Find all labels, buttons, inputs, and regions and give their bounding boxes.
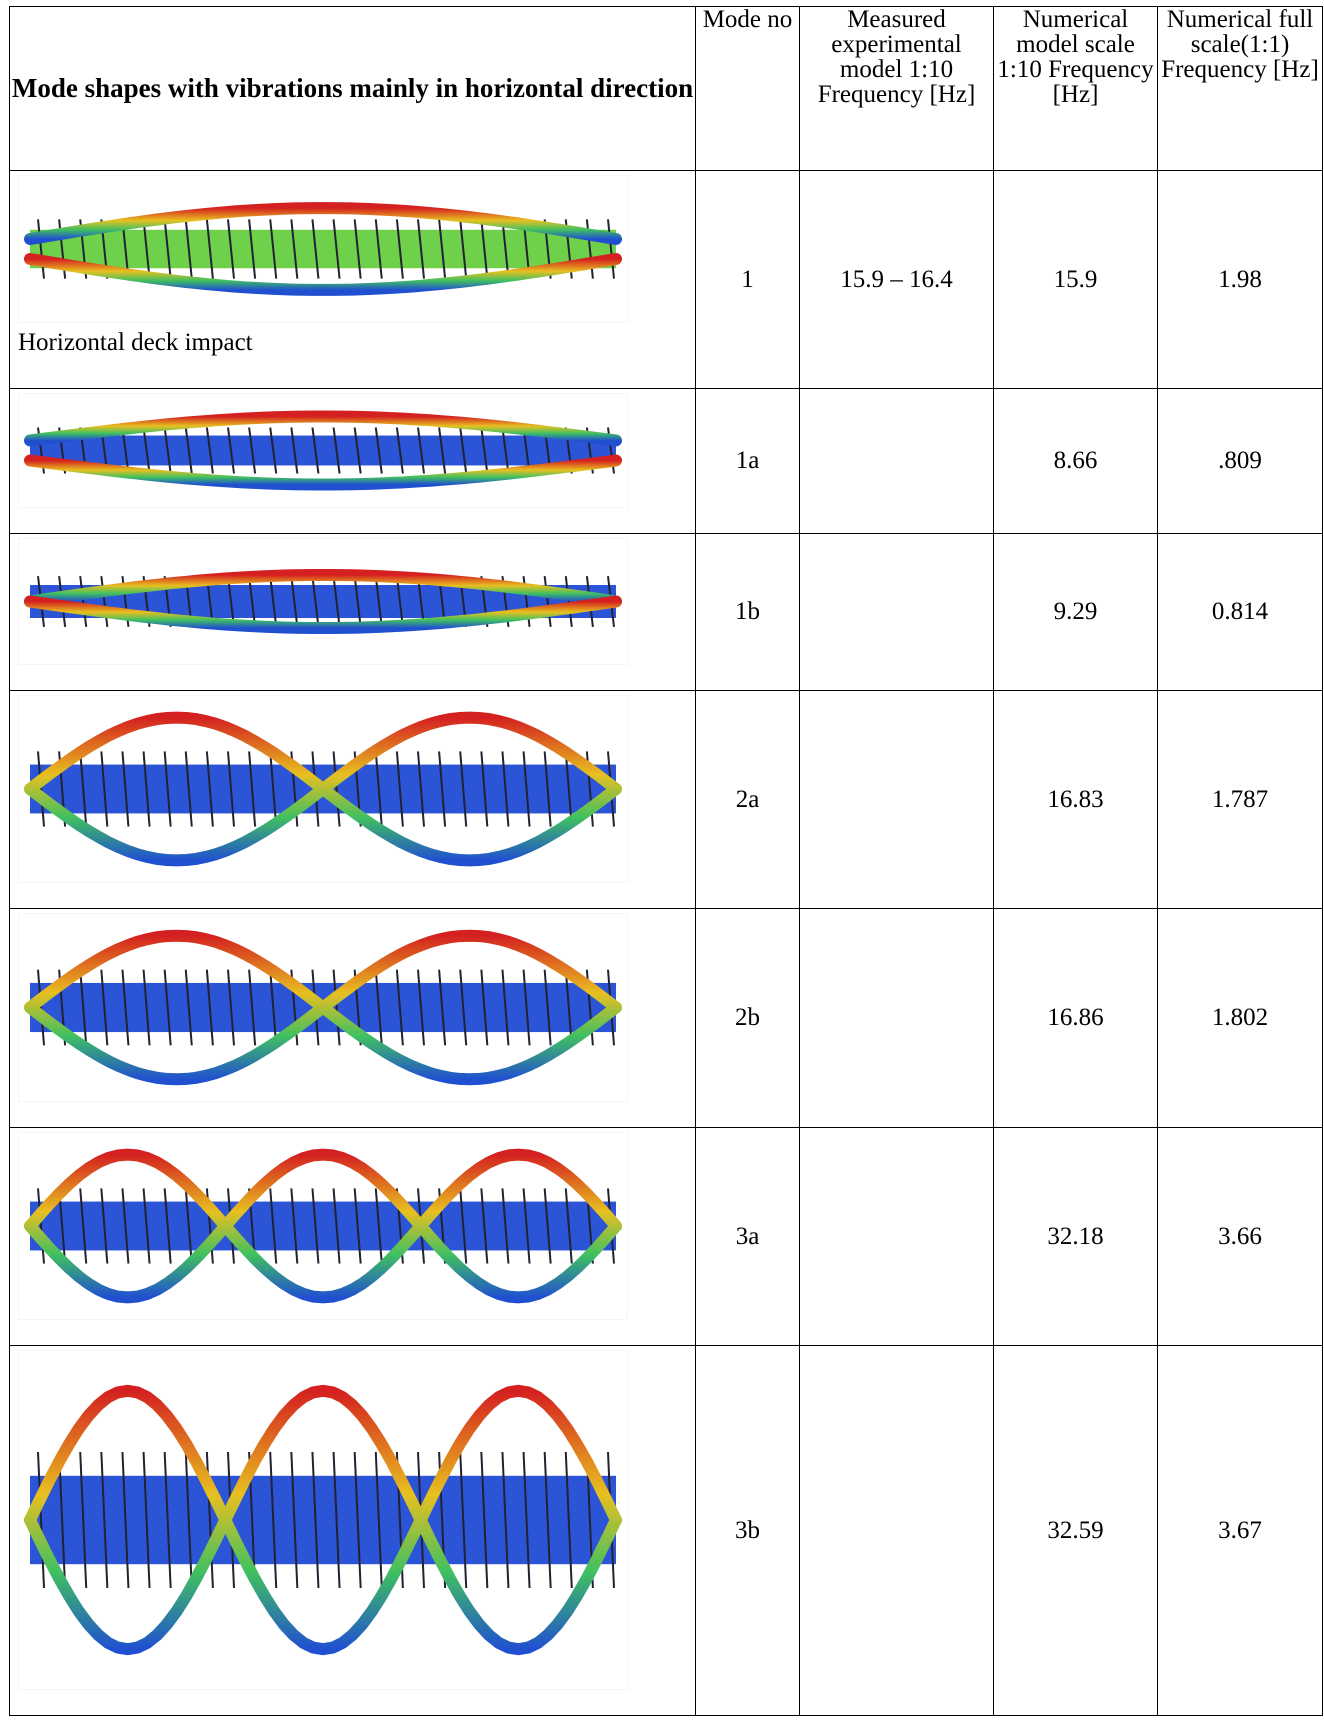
header-cell: Mode shapes with vibrations mainly in ho… xyxy=(10,7,696,171)
caption: Horizontal deck impact xyxy=(18,329,687,357)
mode-table: Mode shapes with vibrations mainly in ho… xyxy=(9,6,1323,1716)
full-cell: 0.814 xyxy=(1158,534,1323,691)
measured-cell xyxy=(800,389,994,534)
mode-shape-image xyxy=(18,175,628,323)
header-cell: Mode no xyxy=(696,7,800,171)
measured-cell xyxy=(800,691,994,909)
mode-shape-image xyxy=(18,1132,628,1320)
model-cell: 8.66 xyxy=(994,389,1158,534)
header-row: Mode shapes with vibrations mainly in ho… xyxy=(10,7,1323,171)
full-cell: 1.802 xyxy=(1158,909,1323,1128)
mode-cell: 1a xyxy=(696,389,800,534)
mode-cell: 2a xyxy=(696,691,800,909)
mode-shape-cell xyxy=(10,534,696,691)
model-cell: 15.9 xyxy=(994,171,1158,389)
mode-shape-cell: Horizontal deck impact xyxy=(10,171,696,389)
table-row: 3b 32.593.67 xyxy=(10,1346,1323,1716)
mode-cell: 3b xyxy=(696,1346,800,1716)
header-cell: Numerical full scale(1:1) Frequency [Hz] xyxy=(1158,7,1323,171)
header-cell: Numerical model scale 1:10 Frequency [Hz… xyxy=(994,7,1158,171)
table-body: Horizontal deck impact115.9 – 16.415.91.… xyxy=(10,171,1323,1716)
table-row: Horizontal deck impact 115.9 – 16.415.91.… xyxy=(10,171,1323,389)
header-cell: Measured experimental model 1:10 Frequen… xyxy=(800,7,994,171)
mode-cell: 2b xyxy=(696,909,800,1128)
measured-cell xyxy=(800,1346,994,1716)
mode-shape-image xyxy=(18,393,628,508)
model-cell: 32.18 xyxy=(994,1128,1158,1346)
measured-cell xyxy=(800,534,994,691)
mode-cell: 3a xyxy=(696,1128,800,1346)
mode-cell: 1 xyxy=(696,171,800,389)
full-cell: .809 xyxy=(1158,389,1323,534)
mode-shape-image xyxy=(18,1350,628,1690)
model-cell: 9.29 xyxy=(994,534,1158,691)
table-row: 2b 16.861.802 xyxy=(10,909,1323,1128)
measured-cell xyxy=(800,909,994,1128)
mode-shape-cell xyxy=(10,909,696,1128)
mode-shape-image xyxy=(18,538,628,665)
mode-shape-cell xyxy=(10,1128,696,1346)
mode-shape-image xyxy=(18,913,628,1102)
mode-shape-cell xyxy=(10,691,696,909)
mode-shape-cell xyxy=(10,1346,696,1716)
mode-shape-image xyxy=(18,695,628,883)
model-cell: 16.86 xyxy=(994,909,1158,1128)
table-row: 1a 8.66.809 xyxy=(10,389,1323,534)
full-cell: 1.787 xyxy=(1158,691,1323,909)
mode-cell: 1b xyxy=(696,534,800,691)
measured-cell: 15.9 – 16.4 xyxy=(800,171,994,389)
model-cell: 32.59 xyxy=(994,1346,1158,1716)
measured-cell xyxy=(800,1128,994,1346)
full-cell: 3.67 xyxy=(1158,1346,1323,1716)
full-cell: 1.98 xyxy=(1158,171,1323,389)
mode-shape-cell xyxy=(10,389,696,534)
model-cell: 16.83 xyxy=(994,691,1158,909)
full-cell: 3.66 xyxy=(1158,1128,1323,1346)
